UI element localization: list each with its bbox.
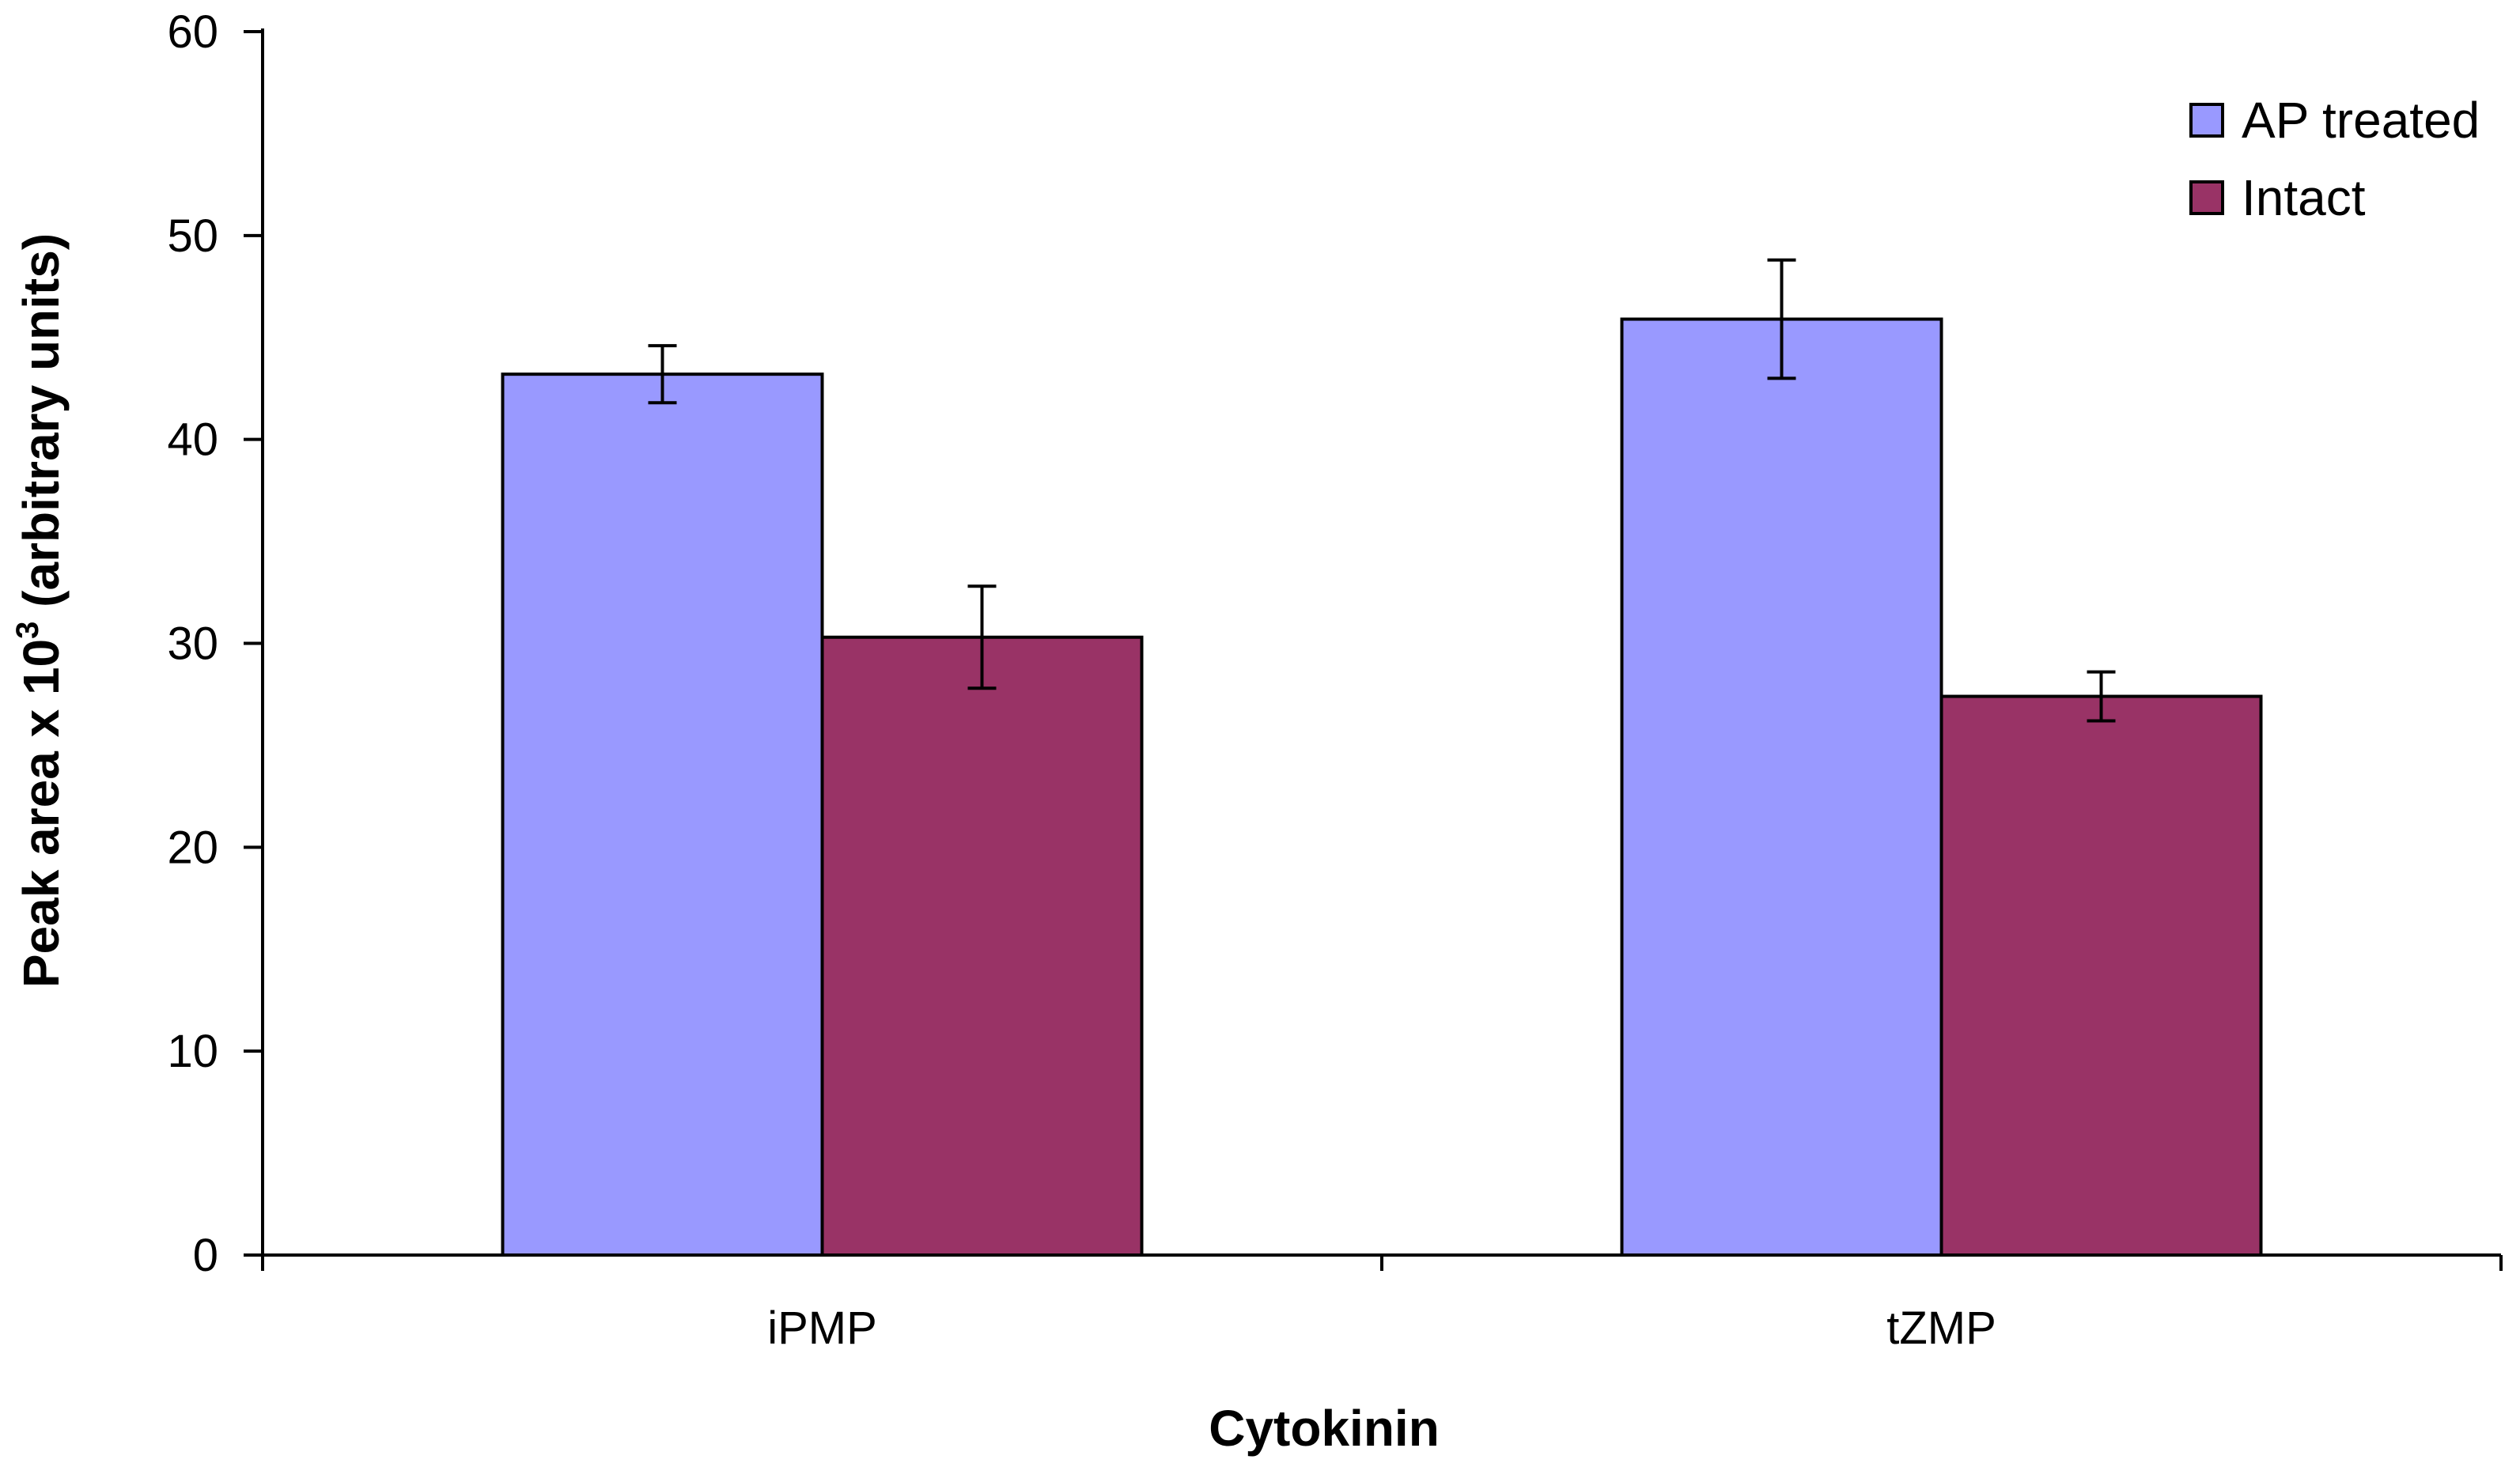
- error-bars-layer: [648, 258, 2116, 723]
- x-tick-label-ipmp: iPMP: [767, 1303, 877, 1354]
- error-bar-ap-treated-tzmp: [1767, 258, 1796, 380]
- bar-intact-tzmp: [1939, 694, 2263, 1257]
- y-tick-label-30: 30: [167, 618, 218, 670]
- y-tick-label-40: 40: [167, 414, 218, 466]
- y-tick-label-20: 20: [167, 822, 218, 873]
- bar-ap-treated-tzmp: [1620, 317, 1943, 1257]
- bars-layer: [501, 317, 2263, 1257]
- legend: AP treated Intact: [2189, 92, 2480, 226]
- error-bar-ap-treated-ipmp: [648, 344, 677, 405]
- bar-ap-treated-ipmp: [501, 372, 824, 1257]
- legend-item-intact: Intact: [2189, 169, 2366, 226]
- legend-label: Intact: [2242, 169, 2366, 226]
- y-axis-title-tail: (arbitrary units): [13, 233, 70, 622]
- y-tick-label-10: 10: [167, 1026, 218, 1077]
- legend-item-ap-treated: AP treated: [2189, 92, 2480, 149]
- y-tick-label-50: 50: [167, 210, 218, 262]
- x-tick-label-tzmp: tZMP: [1886, 1303, 1996, 1354]
- y-ticks-layer: 0 10 20 30 40 50 60: [167, 6, 263, 1281]
- y-tick-label-60: 60: [167, 6, 218, 58]
- x-axis-title: Cytokinin: [1209, 1400, 1440, 1457]
- legend-swatch: [2189, 103, 2224, 138]
- y-axis-title: Peak area x 103 (arbitrary units): [10, 233, 70, 988]
- y-tick-label-0: 0: [193, 1230, 218, 1281]
- y-axis-title-superscript: 3: [10, 622, 45, 639]
- bar-intact-ipmp: [820, 635, 1144, 1257]
- y-axis-title-main: Peak area x 10: [13, 639, 70, 988]
- error-bar-intact-ipmp: [967, 584, 997, 690]
- legend-label: AP treated: [2242, 92, 2480, 149]
- legend-swatch: [2189, 180, 2224, 215]
- x-tick-labels-layer: iPMP tZMP: [767, 1303, 1996, 1354]
- error-bar-intact-tzmp: [2087, 670, 2116, 723]
